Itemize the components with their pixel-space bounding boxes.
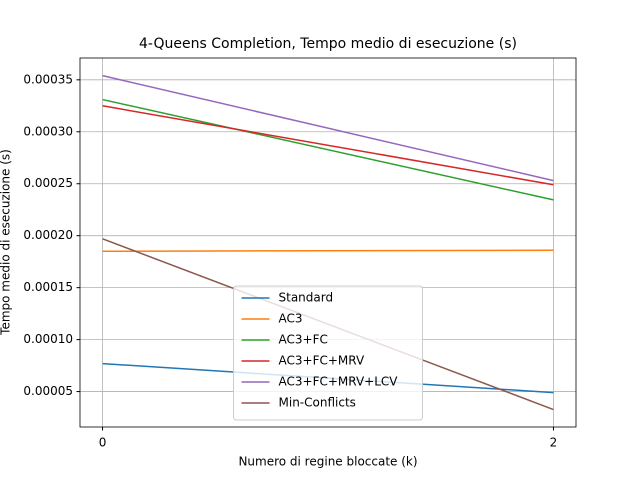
y-tick-label: 0.00015 (23, 280, 73, 294)
legend-label: AC3+FC+MRV (279, 354, 365, 368)
legend: Standard AC3 AC3+FC AC3+FC+MRV AC3+FC+MRV+LC… (233, 285, 423, 421)
legend-label: AC3+FC+MRV+LCV (279, 375, 399, 389)
x-axis-label: Numero di regine bloccate (k) (238, 455, 417, 469)
series-line (102, 98, 554, 201)
y-tick-label: 0.00025 (23, 176, 73, 190)
plot-frame (79, 57, 577, 428)
series-line (102, 74, 554, 182)
series-line (102, 105, 554, 186)
y-tick-label: 0.00010 (23, 332, 73, 346)
legend-box (233, 285, 423, 421)
x-tick-label: 2 (550, 436, 558, 450)
legend-label: AC3 (279, 312, 303, 326)
y-tick-label: 0.00020 (23, 228, 73, 242)
x-tick-label: 0 (99, 436, 107, 450)
y-tick-label: 0.00005 (23, 384, 73, 398)
chart-title: 4-Queens Completion, Tempo medio di esec… (139, 36, 517, 52)
legend-label: Standard (279, 291, 334, 305)
y-axis-label: Tempo medio di esecuzione (s) (0, 149, 13, 336)
y-tick-label: 0.00035 (23, 72, 73, 86)
legend-label: Min-Conflicts (279, 396, 356, 410)
legend-label: AC3+FC (279, 333, 328, 347)
series-line (102, 249, 554, 253)
y-tick-label: 0.00030 (23, 124, 73, 138)
